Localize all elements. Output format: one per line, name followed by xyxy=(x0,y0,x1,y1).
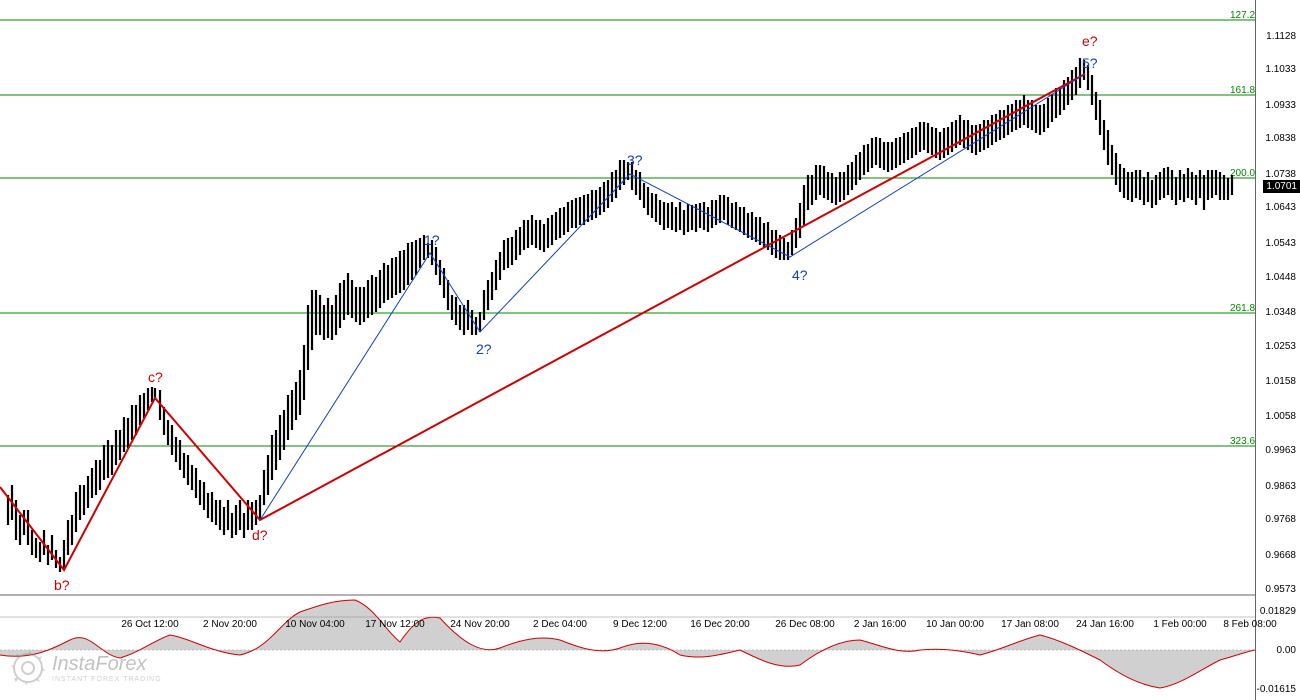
x-tick: 26 Oct 12:00 xyxy=(121,619,178,630)
x-tick: 10 Nov 04:00 xyxy=(285,619,345,630)
svg-text:323.6: 323.6 xyxy=(1230,436,1255,447)
svg-text:3?: 3? xyxy=(627,152,643,168)
y-tick: 1.0448 xyxy=(1265,272,1296,283)
x-tick: 17 Nov 12:00 xyxy=(365,619,425,630)
y-tick: 0.9963 xyxy=(1265,445,1296,456)
y-tick: 0.9668 xyxy=(1265,550,1296,561)
svg-text:d?: d? xyxy=(252,527,268,543)
y-tick: 1.0158 xyxy=(1265,376,1296,387)
watermark-brand: InstaForex xyxy=(52,653,162,676)
svg-text:b?: b? xyxy=(54,577,70,593)
y-tick: 1.0643 xyxy=(1265,202,1296,213)
svg-text:2?: 2? xyxy=(476,341,492,357)
y-tick: 1.0348 xyxy=(1265,307,1296,318)
y-tick: 0.9573 xyxy=(1265,584,1296,595)
y-tick: 1.1033 xyxy=(1265,64,1296,75)
svg-text:5?: 5? xyxy=(1082,55,1098,71)
svg-text:1?: 1? xyxy=(424,232,440,248)
x-tick: 2 Dec 04:00 xyxy=(533,619,587,630)
watermark-sub: INSTANT FOREX TRADING xyxy=(52,676,162,683)
price-chart: 127.2 161.8 200.0 261.8 323.6 b? c? d? e? 1? 2? 3?… xyxy=(0,0,1255,700)
x-tick: 2 Nov 20:00 xyxy=(203,619,257,630)
y-tick: 1.0738 xyxy=(1265,169,1296,180)
y-tick: 1.0933 xyxy=(1265,100,1296,111)
x-tick: 2 Jan 16:00 xyxy=(854,619,906,630)
x-tick: 17 Jan 08:00 xyxy=(1001,619,1059,630)
oscillator-bottom-label: -0.01615 xyxy=(1257,684,1296,695)
svg-text:200.0: 200.0 xyxy=(1230,168,1255,179)
x-tick: 9 Dec 12:00 xyxy=(613,619,667,630)
svg-text:4?: 4? xyxy=(792,267,808,283)
x-tick: 10 Jan 00:00 xyxy=(926,619,984,630)
x-tick: 8 Feb 08:00 xyxy=(1223,619,1276,630)
y-tick: 0.9768 xyxy=(1265,514,1296,525)
cog-icon xyxy=(10,650,46,686)
y-tick: 1.0543 xyxy=(1265,238,1296,249)
oscillator-top-label: 0.01829 xyxy=(1260,606,1296,617)
oscillator-zero-label: 0.00 xyxy=(1277,645,1296,656)
svg-text:127.2: 127.2 xyxy=(1230,10,1255,21)
y-tick: 0.9863 xyxy=(1265,481,1296,492)
x-tick: 24 Nov 20:00 xyxy=(450,619,510,630)
chart-svg: 127.2 161.8 200.0 261.8 323.6 b? c? d? e? 1? 2? 3?… xyxy=(0,0,1255,700)
x-tick: 1 Feb 00:00 xyxy=(1153,619,1206,630)
svg-text:161.8: 161.8 xyxy=(1230,85,1255,96)
y-tick: 1.0253 xyxy=(1265,341,1296,352)
svg-text:e?: e? xyxy=(1082,33,1098,49)
y-tick: 1.0838 xyxy=(1265,133,1296,144)
watermark: InstaForex INSTANT FOREX TRADING xyxy=(10,650,162,686)
x-tick: 26 Dec 08:00 xyxy=(775,619,835,630)
svg-text:c?: c? xyxy=(148,369,163,385)
current-price-tag: 1.0701 xyxy=(1263,180,1300,193)
x-tick: 16 Dec 20:00 xyxy=(690,619,750,630)
x-tick: 24 Jan 16:00 xyxy=(1076,619,1134,630)
y-axis: 1.1128 1.1033 1.0933 1.0838 1.0738 1.0643 1.05… xyxy=(1255,0,1300,700)
svg-text:261.8: 261.8 xyxy=(1230,303,1255,314)
y-tick: 1.0058 xyxy=(1265,411,1296,422)
y-tick: 1.1128 xyxy=(1266,31,1296,42)
